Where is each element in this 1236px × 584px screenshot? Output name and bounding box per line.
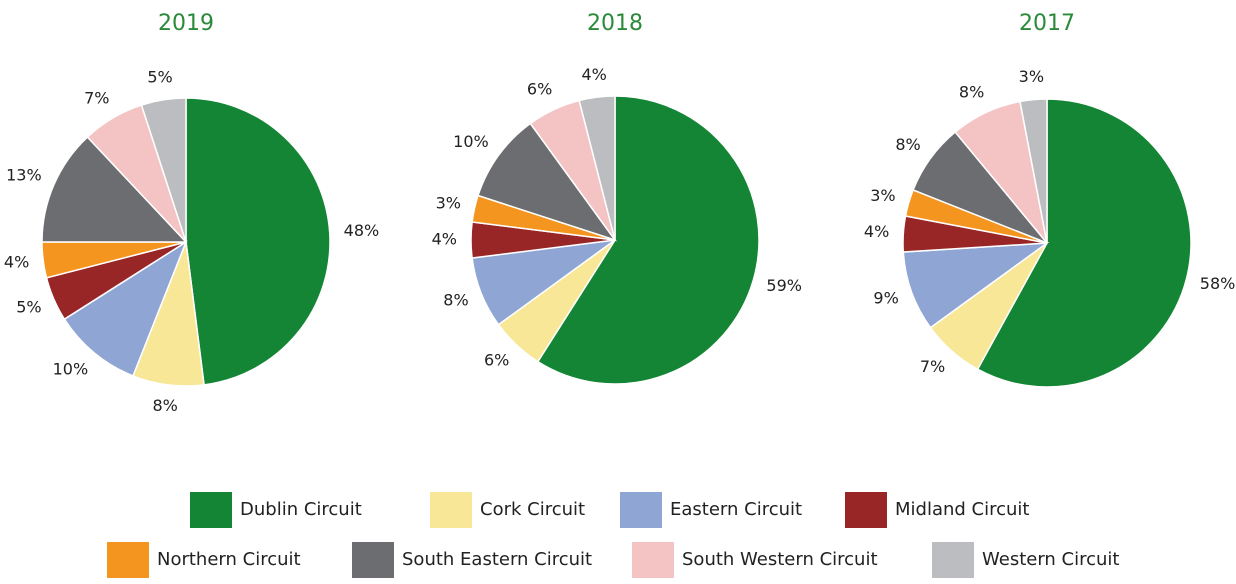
pie-slice xyxy=(536,95,760,385)
legend-label: Western Circuit xyxy=(982,549,1119,570)
chart-title: 2018 xyxy=(587,11,643,36)
legend-label: Northern Circuit xyxy=(157,549,301,570)
data-label: 8% xyxy=(443,291,468,310)
data-label: 8% xyxy=(152,396,177,415)
pie-slice xyxy=(140,97,187,243)
data-label: 59% xyxy=(766,276,802,295)
data-label: 4% xyxy=(432,230,457,249)
data-label: 8% xyxy=(895,135,920,154)
data-label: 3% xyxy=(870,186,895,205)
data-label: 4% xyxy=(4,252,29,271)
legend-label: Cork Circuit xyxy=(480,499,585,520)
legend-swatch xyxy=(430,492,472,528)
data-label: 7% xyxy=(84,89,109,108)
legend-swatch xyxy=(107,542,149,578)
legend-swatch xyxy=(620,492,662,528)
legend-label: Eastern Circuit xyxy=(670,499,802,520)
legend-swatch xyxy=(632,542,674,578)
data-label: 6% xyxy=(484,351,509,370)
data-label: 5% xyxy=(147,68,172,87)
pie-slice xyxy=(902,242,1050,329)
legend-swatch xyxy=(190,492,232,528)
pie-slice xyxy=(1019,98,1048,244)
data-label: 3% xyxy=(436,193,461,212)
data-label: 58% xyxy=(1200,274,1236,293)
data-label: 10% xyxy=(53,359,89,378)
pie-slice xyxy=(976,98,1192,388)
pie-slice xyxy=(185,97,331,386)
legend-label: South Western Circuit xyxy=(682,549,878,570)
data-label: 9% xyxy=(873,289,898,308)
data-label: 4% xyxy=(864,222,889,241)
pie-slice xyxy=(63,240,188,377)
chart-title: 2019 xyxy=(158,11,214,36)
legend-swatch xyxy=(845,492,887,528)
data-label: 4% xyxy=(581,65,606,84)
legend-label: Midland Circuit xyxy=(895,499,1029,520)
legend-swatch xyxy=(932,542,974,578)
data-label: 10% xyxy=(453,132,489,151)
legend-swatch xyxy=(352,542,394,578)
data-label: 48% xyxy=(344,221,380,240)
data-label: 13% xyxy=(6,166,42,185)
data-label: 7% xyxy=(920,357,945,376)
pie-slice xyxy=(578,95,616,241)
pie-slice xyxy=(41,135,188,243)
data-label: 5% xyxy=(16,297,41,316)
data-label: 8% xyxy=(959,82,984,101)
data-label: 3% xyxy=(1019,67,1044,86)
legend-label: Dublin Circuit xyxy=(240,499,362,520)
pie-slice xyxy=(477,122,617,242)
legend-label: South Eastern Circuit xyxy=(402,549,592,570)
data-label: 6% xyxy=(527,79,552,98)
chart-title: 2017 xyxy=(1019,11,1075,36)
